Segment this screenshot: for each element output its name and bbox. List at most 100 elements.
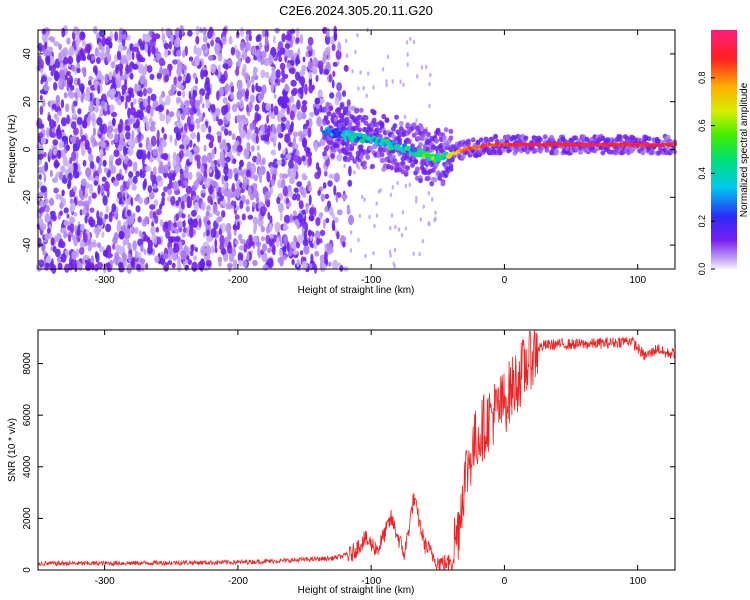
spectrogram-cell [289, 123, 294, 133]
spectrogram-cell [270, 103, 274, 114]
spectrogram-cell [203, 144, 207, 152]
spectrogram-cell [112, 117, 116, 127]
spectrogram-cell [242, 259, 248, 268]
spectrogram-cell [193, 146, 199, 153]
spectrogram-cell [92, 127, 96, 136]
spectrogram-cell [66, 160, 70, 168]
spectrogram-cell [191, 186, 197, 192]
spectrogram-cell [286, 242, 290, 252]
spectrogram-cell [288, 159, 294, 169]
spectrogram-cell [201, 103, 205, 109]
spectrogram-cell [71, 250, 77, 260]
spectrogram-cell [176, 49, 182, 57]
spectrogram-cell [152, 166, 157, 177]
spectrogram-cell [158, 57, 165, 67]
spectrogram-cell [96, 218, 103, 226]
spectrogram-cell [238, 122, 242, 133]
spectrogram-cell [185, 149, 191, 157]
spectrogram-cell [162, 68, 167, 76]
spectrogram-cell [324, 205, 329, 213]
spectrogram-cell [201, 44, 207, 51]
spectrogram-cell [93, 141, 98, 147]
spectrogram-cell [88, 80, 92, 86]
signal-core [361, 133, 368, 139]
spectrogram-cell [273, 127, 277, 134]
spectrogram-cell [280, 182, 285, 188]
spectrogram-cell [214, 247, 218, 254]
spectrogram-cell [400, 232, 404, 238]
spectrogram-cell [87, 114, 91, 123]
signal-halo [325, 144, 331, 150]
spectrogram-cell [354, 49, 357, 55]
y-tick-label: 0 [22, 146, 33, 152]
spectrogram-cell [270, 149, 276, 156]
spectrogram-cell [79, 31, 86, 41]
spectrogram-cell [337, 60, 340, 66]
spectrogram-cell [215, 107, 221, 117]
spectrogram-cell [210, 160, 215, 170]
spectrogram-cell [311, 84, 315, 91]
spectrogram-cell [241, 67, 246, 77]
spectrogram-cell [66, 37, 71, 45]
spectrogram-cell [38, 217, 44, 227]
spectrogram-cell [196, 123, 200, 130]
spectrogram-cell [170, 195, 176, 206]
spectrogram-cell [324, 193, 330, 199]
spectrogram-cell [281, 33, 286, 43]
spectrogram-cell [123, 72, 128, 83]
signal-halo [394, 114, 399, 120]
signal-halo [392, 158, 398, 164]
spectrogram-cell [40, 137, 47, 145]
spectrogram-cell [68, 45, 75, 57]
spectrogram-cell [224, 128, 229, 136]
spectrogram-cell [74, 80, 79, 86]
spectrogram-cell [270, 113, 276, 120]
x-tick-label: 0 [502, 576, 508, 587]
spectrogram-cell [314, 230, 321, 241]
spectrogram-cell [271, 244, 276, 256]
spectrogram-cell [268, 54, 274, 65]
spectrogram-cell [328, 73, 332, 83]
spectrogram-cell [101, 35, 106, 47]
spectrogram-cell [239, 26, 245, 37]
signal-core [411, 148, 417, 154]
spectrogram-cell [236, 79, 243, 91]
spectrogram-cell [243, 148, 250, 159]
spectrogram-cell [215, 37, 221, 44]
colorbar-tick-label: 0.8 [697, 72, 707, 85]
spectrogram-cell [132, 98, 137, 105]
spectrogram-cell [192, 218, 198, 228]
spectrogram-cell [264, 123, 268, 134]
spectrogram-cell [71, 202, 76, 211]
spectrogram-cell [112, 257, 117, 264]
spectrogram-cell [128, 63, 132, 73]
spectrogram-cell [362, 85, 365, 91]
spectrogram-cell [292, 131, 299, 138]
spectrogram-cell [289, 38, 294, 48]
spectrogram-cell [110, 140, 114, 145]
spectrogram-cell [134, 227, 139, 235]
spectrogram-cell [153, 183, 157, 190]
signal-halo [523, 135, 529, 141]
spectrogram-cell [175, 165, 180, 173]
spectrogram-cell [319, 104, 323, 113]
spectrogram-cell [302, 137, 307, 148]
spectrogram-cell [332, 70, 336, 77]
spectrogram-cell [290, 79, 297, 87]
spectrogram-cell [214, 47, 220, 55]
spectrogram-cell [103, 167, 109, 174]
spectrogram-cell [208, 184, 214, 195]
spectrogram-cell [164, 74, 170, 83]
spectrogram-cell [415, 118, 418, 123]
spectrogram-cell [255, 49, 262, 59]
spectrogram-cell [277, 141, 282, 151]
spectrogram-cell [273, 105, 279, 116]
spectrogram-cell [156, 138, 160, 147]
spectrogram-cell [228, 36, 233, 45]
spectrogram-cell [245, 169, 251, 178]
spectrogram-cell [401, 210, 405, 215]
spectrogram-cell [338, 262, 341, 267]
spectrogram-cell [176, 109, 181, 120]
spectrogram-cell [200, 245, 206, 257]
